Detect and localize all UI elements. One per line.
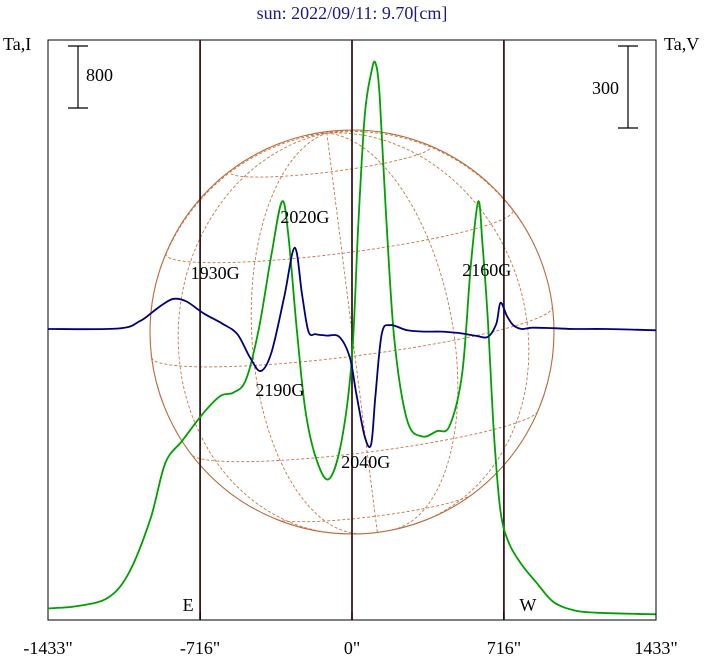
x-tick-label: -716": [180, 638, 220, 658]
x-tick-label: -1433": [23, 638, 72, 658]
reference-lines: [199, 40, 505, 620]
chart-title: sun: 2022/09/11: 9.70[cm]: [257, 3, 448, 23]
limb-marker-label: E: [183, 595, 194, 615]
longitude-line: [149, 132, 327, 358]
annotation-label: 2040G: [341, 452, 390, 472]
x-tick-label: 716": [487, 638, 521, 658]
x-tick-label: 0": [344, 638, 360, 658]
circular_polarization-series-line: [47, 246, 657, 449]
longitude-line: [326, 132, 378, 533]
limb-marker-label: W: [519, 595, 536, 615]
x-tick-label: 1433": [634, 638, 677, 658]
latitude-line: [277, 494, 472, 523]
right-scale-bar-label: 300: [592, 78, 619, 98]
longitude-line: [326, 132, 459, 531]
annotation-label: 1930G: [191, 263, 240, 283]
annotation-label: 2020G: [280, 207, 329, 227]
left-scale-bar: 800: [68, 45, 113, 109]
left-axis-label: Ta,I: [3, 34, 31, 54]
longitude-line: [326, 130, 338, 134]
longitude-line: [326, 129, 364, 134]
longitude-line: [250, 132, 362, 535]
annotation-layer: 1930G 2020G 2190G 2040G 2160G: [191, 207, 512, 472]
x-axis-ticks: -1433" -716" 0" 716" 1433": [23, 612, 678, 658]
series-layer: [47, 60, 657, 616]
latitude-line: [165, 209, 514, 264]
annotation-label: 2190G: [255, 380, 304, 400]
right-axis-label: Ta,V: [664, 34, 699, 54]
right-scale-bar: 300: [592, 45, 638, 129]
annotation-label: 2160G: [462, 260, 511, 280]
left-scale-bar-label: 800: [86, 65, 113, 85]
latitude-line: [229, 144, 431, 178]
longitude-line: [326, 131, 553, 307]
intensity-series-line: [47, 60, 657, 616]
